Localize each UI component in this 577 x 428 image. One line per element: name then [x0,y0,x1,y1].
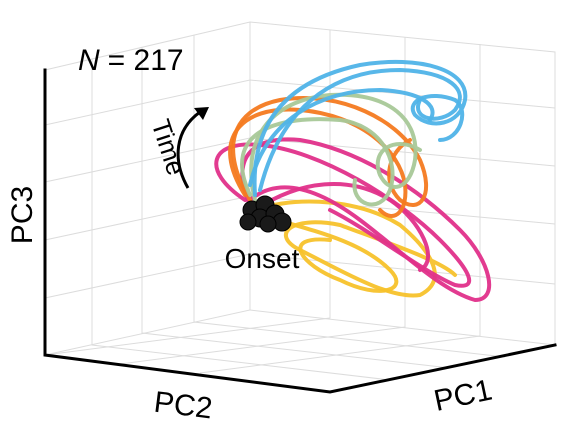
time-arrowhead [194,107,209,120]
time-label: Time [146,116,192,179]
n-symbol: N [78,44,100,77]
x-axis-label: PC1 [431,374,495,418]
z-axis-label: PC3 [6,186,39,244]
onset-markers [239,195,292,233]
axes [43,68,557,394]
onset-label: Onset [225,243,300,274]
y-axis-label: PC2 [152,386,214,426]
trajectories [214,60,492,302]
time-arrow [176,110,201,189]
n-value: = 217 [108,44,184,77]
n-annotation: N = 217 [78,44,184,77]
